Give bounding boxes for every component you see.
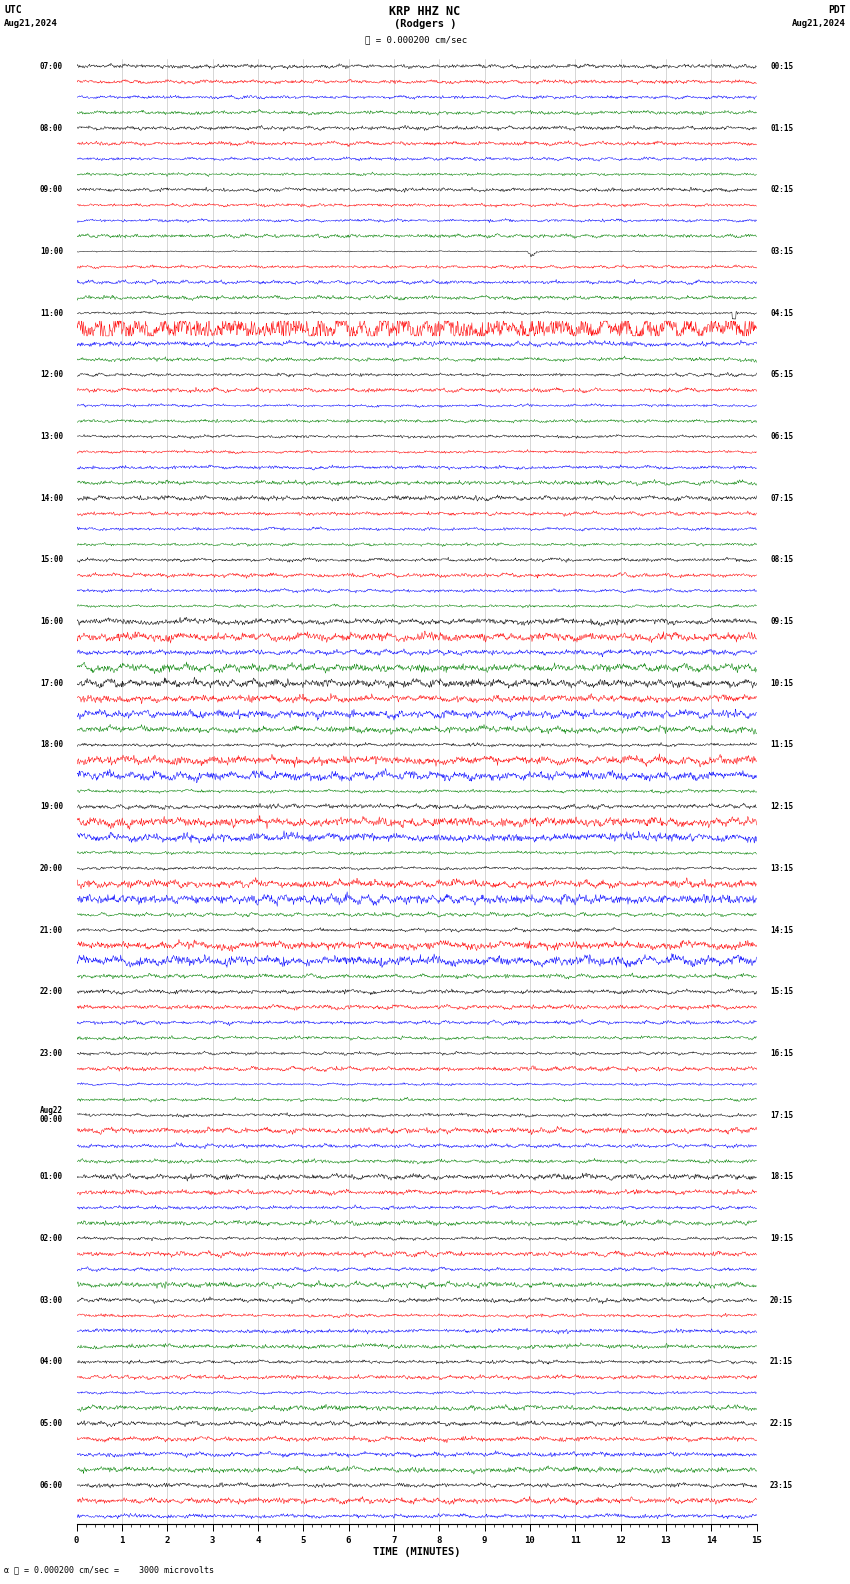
Text: 04:15: 04:15 bbox=[770, 309, 793, 317]
Text: 15:15: 15:15 bbox=[770, 987, 793, 996]
Text: 13:00: 13:00 bbox=[40, 432, 63, 440]
Text: 20:15: 20:15 bbox=[770, 1296, 793, 1305]
Text: 16:00: 16:00 bbox=[40, 618, 63, 626]
Text: 16:15: 16:15 bbox=[770, 1049, 793, 1058]
Text: α ⏐ = 0.000200 cm/sec =    3000 microvolts: α ⏐ = 0.000200 cm/sec = 3000 microvolts bbox=[4, 1565, 214, 1574]
Text: 12:00: 12:00 bbox=[40, 371, 63, 379]
Text: 05:15: 05:15 bbox=[770, 371, 793, 379]
Text: Aug21,2024: Aug21,2024 bbox=[4, 19, 58, 29]
X-axis label: TIME (MINUTES): TIME (MINUTES) bbox=[373, 1548, 460, 1557]
Text: Aug22: Aug22 bbox=[40, 1106, 63, 1115]
Text: 17:00: 17:00 bbox=[40, 680, 63, 687]
Text: PDT: PDT bbox=[828, 5, 846, 14]
Text: 10:15: 10:15 bbox=[770, 680, 793, 687]
Text: UTC: UTC bbox=[4, 5, 22, 14]
Text: (Rodgers ): (Rodgers ) bbox=[394, 19, 456, 29]
Text: 01:15: 01:15 bbox=[770, 124, 793, 133]
Text: 23:15: 23:15 bbox=[770, 1481, 793, 1489]
Text: 12:15: 12:15 bbox=[770, 802, 793, 811]
Text: KRP HHZ NC: KRP HHZ NC bbox=[389, 5, 461, 17]
Text: 11:15: 11:15 bbox=[770, 740, 793, 749]
Text: 04:00: 04:00 bbox=[40, 1357, 63, 1367]
Text: 13:15: 13:15 bbox=[770, 863, 793, 873]
Text: 06:00: 06:00 bbox=[40, 1481, 63, 1489]
Text: 02:15: 02:15 bbox=[770, 185, 793, 195]
Text: 07:15: 07:15 bbox=[770, 494, 793, 502]
Text: 02:00: 02:00 bbox=[40, 1234, 63, 1243]
Text: 21:15: 21:15 bbox=[770, 1357, 793, 1367]
Text: 18:15: 18:15 bbox=[770, 1172, 793, 1182]
Text: 19:15: 19:15 bbox=[770, 1234, 793, 1243]
Text: 06:15: 06:15 bbox=[770, 432, 793, 440]
Text: 00:15: 00:15 bbox=[770, 62, 793, 71]
Text: 07:00: 07:00 bbox=[40, 62, 63, 71]
Text: 18:00: 18:00 bbox=[40, 740, 63, 749]
Text: 20:00: 20:00 bbox=[40, 863, 63, 873]
Text: 22:00: 22:00 bbox=[40, 987, 63, 996]
Text: 03:15: 03:15 bbox=[770, 247, 793, 257]
Text: 08:15: 08:15 bbox=[770, 556, 793, 564]
Text: 03:00: 03:00 bbox=[40, 1296, 63, 1305]
Text: Aug21,2024: Aug21,2024 bbox=[792, 19, 846, 29]
Text: 08:00: 08:00 bbox=[40, 124, 63, 133]
Text: 09:15: 09:15 bbox=[770, 618, 793, 626]
Text: 23:00: 23:00 bbox=[40, 1049, 63, 1058]
Text: 01:00: 01:00 bbox=[40, 1172, 63, 1182]
Text: 19:00: 19:00 bbox=[40, 802, 63, 811]
Text: 11:00: 11:00 bbox=[40, 309, 63, 317]
Text: 14:00: 14:00 bbox=[40, 494, 63, 502]
Text: 21:00: 21:00 bbox=[40, 925, 63, 935]
Text: 05:00: 05:00 bbox=[40, 1419, 63, 1429]
Text: ⏐ = 0.000200 cm/sec: ⏐ = 0.000200 cm/sec bbox=[366, 35, 468, 44]
Text: 09:00: 09:00 bbox=[40, 185, 63, 195]
Text: 10:00: 10:00 bbox=[40, 247, 63, 257]
Text: 22:15: 22:15 bbox=[770, 1419, 793, 1429]
Text: 17:15: 17:15 bbox=[770, 1110, 793, 1120]
Text: 15:00: 15:00 bbox=[40, 556, 63, 564]
Text: 00:00: 00:00 bbox=[40, 1115, 63, 1125]
Text: 14:15: 14:15 bbox=[770, 925, 793, 935]
